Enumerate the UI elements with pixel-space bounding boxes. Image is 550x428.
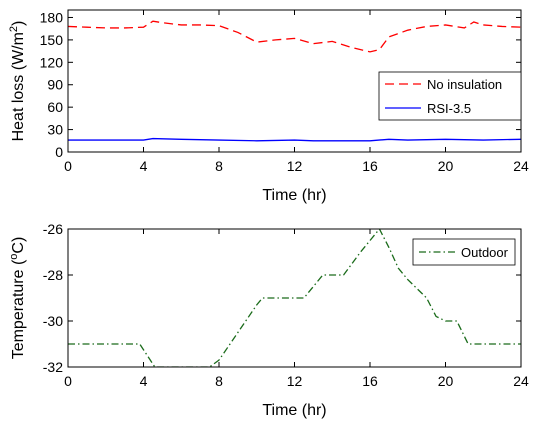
y-tick-label: 180	[40, 9, 64, 25]
x-tick-label: 4	[140, 158, 148, 174]
y-tick-label: 120	[40, 54, 64, 70]
legend-entry-label: No insulation	[427, 77, 502, 92]
y-tick-label: -28	[43, 267, 63, 283]
x-tick-label: 0	[64, 373, 72, 389]
y-axis-label-end: )	[10, 21, 27, 26]
x-tick-label: 20	[438, 158, 454, 174]
legend: No insulation RSI-3.5	[378, 71, 522, 121]
x-tick-label: 8	[215, 373, 223, 389]
legend-entry-label: Outdoor	[461, 245, 509, 260]
x-tick-label: 8	[215, 158, 223, 174]
x-tick-label: 12	[287, 373, 303, 389]
y-axis-label-main: Heat loss (W/m	[10, 32, 27, 141]
y-axis-label: Heat loss (W/m2)	[8, 21, 27, 142]
y-tick-label: 0	[55, 144, 63, 160]
x-axis-label: Time (hr)	[262, 402, 326, 419]
y-axis-label-end: C)	[10, 237, 27, 254]
y-tick-label: -32	[43, 359, 63, 375]
series-line-0-1	[68, 137, 521, 142]
y-tick-label: 30	[47, 122, 63, 138]
y-tick-label: 60	[47, 99, 63, 115]
legend: Outdoor	[412, 238, 516, 266]
x-tick-label: 12	[287, 158, 303, 174]
x-axis-label: Time (hr)	[262, 187, 326, 204]
y-tick-label: 150	[40, 32, 64, 48]
series-line-0-0	[68, 20, 521, 53]
heat-loss-chart: 0 4 8 12 16 20 24 0 30 60 90 120 150 180 Time (hr) Heat…	[8, 9, 529, 204]
x-tick-label: 20	[438, 373, 454, 389]
x-tick-label: 4	[140, 373, 148, 389]
x-tick-label: 16	[362, 158, 378, 174]
y-axis-label-main: Temperature (	[10, 259, 27, 359]
x-tick-label: 0	[64, 158, 72, 174]
x-tick-label: 24	[513, 373, 529, 389]
legend-entry-label: RSI-3.5	[427, 101, 471, 116]
x-tick-label: 16	[362, 373, 378, 389]
y-axis-label: Temperature (oC)	[8, 237, 27, 360]
legend-box	[378, 71, 522, 121]
y-tick-label: 90	[47, 77, 63, 93]
y-tick-label: -30	[43, 313, 63, 329]
y-axis-label-superscript: 2	[8, 26, 20, 32]
series-line-1-0	[68, 229, 521, 367]
x-tick-label: 24	[513, 158, 529, 174]
y-axis-label-superscript: o	[8, 254, 20, 260]
y-tick-label: -26	[43, 221, 63, 237]
temperature-chart: 0 4 8 12 16 20 24 -32 -30 -28 -26 Time (hr) Temperat…	[8, 221, 529, 419]
